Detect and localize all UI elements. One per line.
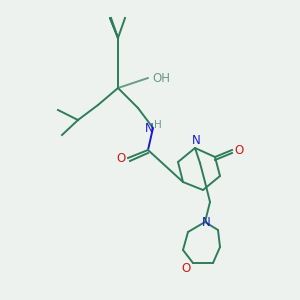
Text: H: H: [154, 120, 162, 130]
Text: N: N: [145, 122, 153, 134]
Text: O: O: [182, 262, 190, 275]
Text: O: O: [116, 152, 126, 166]
Text: OH: OH: [152, 71, 170, 85]
Text: O: O: [234, 145, 244, 158]
Text: N: N: [202, 215, 210, 229]
Text: N: N: [192, 134, 200, 148]
